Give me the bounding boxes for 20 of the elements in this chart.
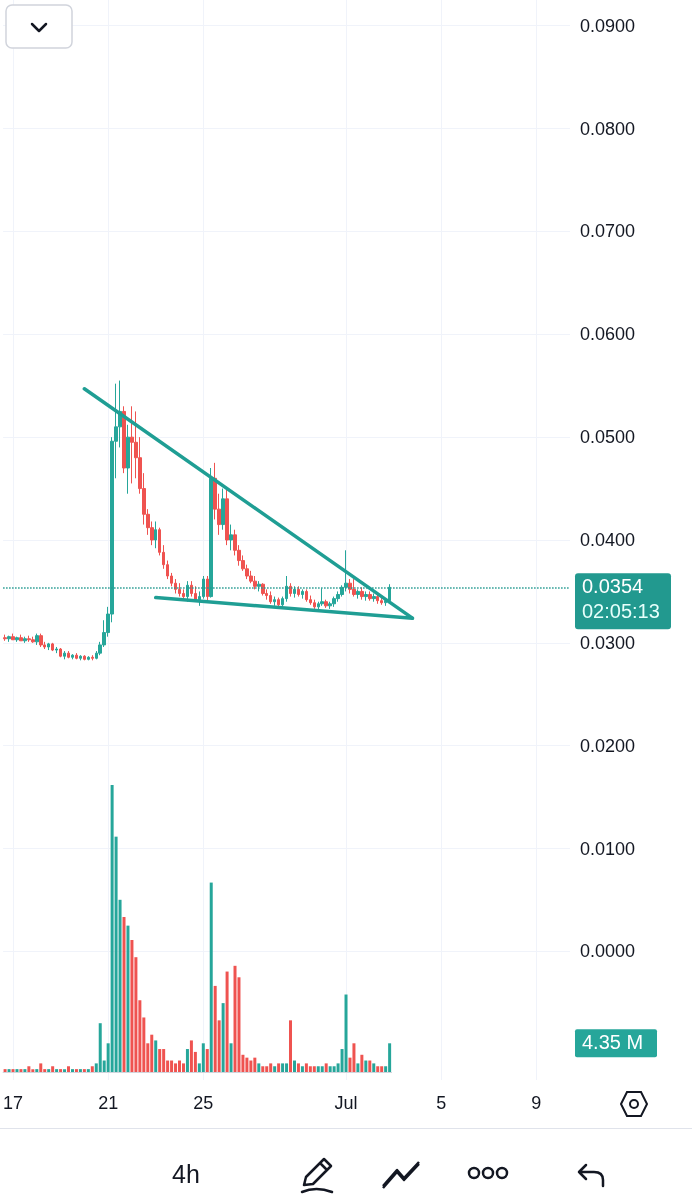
y-tick-label: 0.0800	[580, 118, 636, 139]
y-tick-label: 0.0000	[580, 941, 636, 962]
y-tick-label: 0.0400	[580, 530, 636, 550]
text: 4.35 M	[582, 1031, 644, 1054]
x-tick-label: 17	[3, 1093, 24, 1113]
y-tick-label: 0.0900	[580, 15, 636, 36]
x-tick-label: 9	[531, 1093, 542, 1113]
y-tick-label: 0.0500	[580, 427, 636, 448]
y-tick-label: 0.0300	[580, 632, 636, 653]
x-tick-label: 5	[436, 1093, 447, 1113]
y-tick-label: 0.0200	[580, 735, 636, 756]
x-tick-label: 21	[98, 1093, 119, 1113]
text: 02:05:13	[582, 600, 660, 623]
ref-line-label: 0.0354	[582, 575, 644, 598]
x-tick-label: Jul	[334, 1093, 358, 1113]
y-tick-label: 0.0700	[580, 221, 636, 242]
y-tick-label: 0.0100	[580, 838, 636, 859]
y-tick-label: 0.0600	[580, 324, 636, 345]
x-tick-label: 25	[193, 1093, 214, 1113]
text: 4h	[172, 1160, 200, 1189]
